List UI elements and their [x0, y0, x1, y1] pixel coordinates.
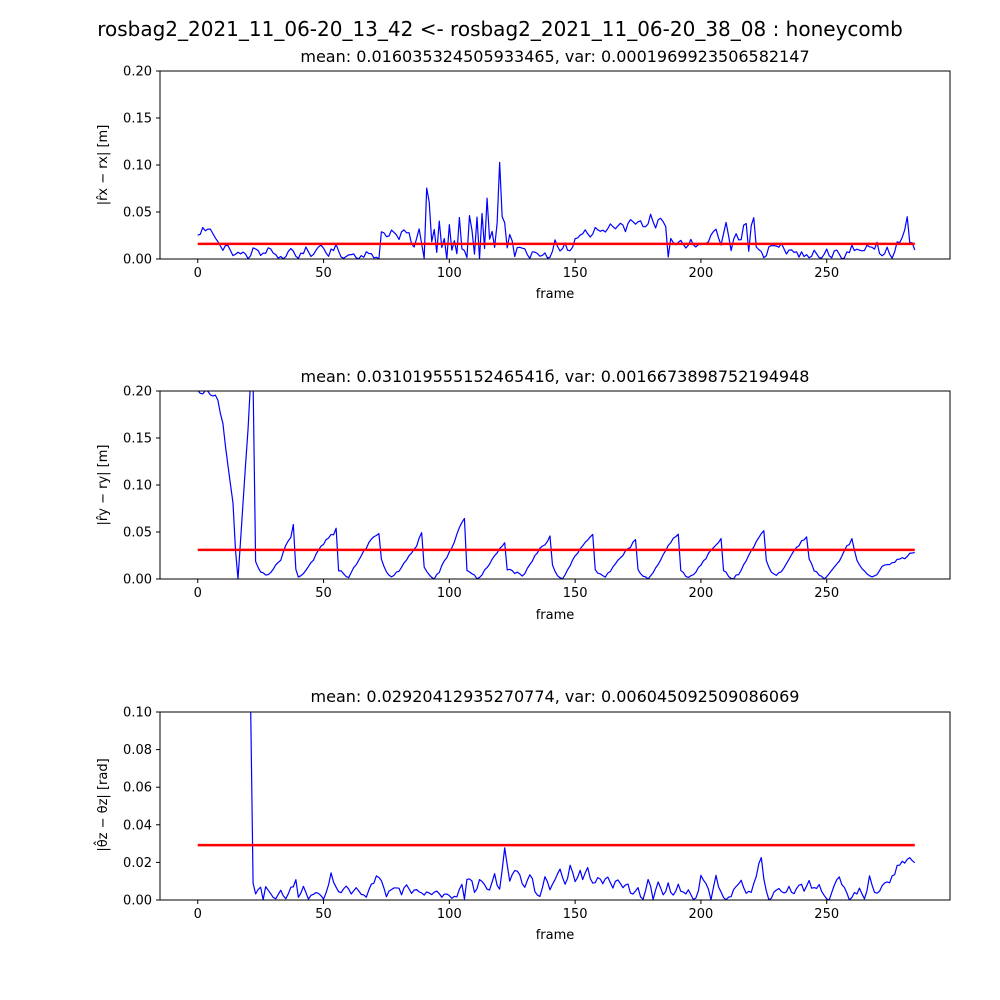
subplot-ry-axes: 0 50 100 150 200 250 0.00 0.05 0.10 0.15 0.20	[123, 385, 951, 601]
subplot-thetaz-ylabel: |θ̂z − θz| [rad]	[94, 758, 111, 851]
subplot-ry-xlabel: frame	[536, 608, 575, 623]
x-tick-label: 150	[563, 586, 588, 601]
y-tick-label: 0.02	[123, 856, 152, 871]
plot-area	[197, 391, 915, 579]
x-tick-label: 50	[315, 266, 332, 281]
x-tick-label: 200	[689, 907, 714, 922]
axes-frame	[159, 711, 951, 901]
x-tick-label: 250	[814, 586, 839, 601]
y-tick-label: 0.10	[123, 706, 152, 721]
y-tick-label: 0.20	[123, 65, 152, 80]
x-tick-label: 0	[194, 586, 202, 601]
x-tick-label: 50	[315, 907, 332, 922]
plot-area	[197, 161, 916, 259]
x-tick-label: 0	[194, 907, 202, 922]
figure-suptitle: rosbag2_2021_11_06-20_13_42 <- rosbag2_2…	[97, 17, 903, 41]
x-tick-label: 200	[689, 266, 714, 281]
x-tick-label: 250	[814, 907, 839, 922]
x-tick-label: 100	[437, 586, 462, 601]
y-tick-label: 0.05	[123, 206, 152, 221]
y-tick-label: 0.10	[123, 479, 152, 494]
x-tick-label: 150	[563, 266, 588, 281]
subplot-thetaz-title: mean: 0.02920412935270774, var: 0.006045…	[311, 687, 800, 706]
subplot-rx: mean: 0.016035324505933465, var: 0.00019…	[96, 47, 951, 302]
subplot-rx-ylabel: |r̂x − rx| [m]	[96, 125, 111, 206]
x-tick-label: 0	[194, 266, 202, 281]
y-tick-label: 0.08	[123, 743, 152, 758]
y-tick-label: 0.00	[123, 894, 152, 909]
y-tick-label: 0.04	[123, 818, 152, 833]
y-tick-label: 0.06	[123, 781, 152, 796]
y-tick-label: 0.00	[123, 573, 152, 588]
subplot-ry-ylabel: |r̂y − ry| [m]	[96, 445, 111, 526]
x-tick-label: 200	[689, 586, 714, 601]
y-tick-label: 0.15	[123, 112, 152, 127]
subplot-ry: mean: 0.03101955515246541б, var: 0.00166…	[96, 367, 951, 623]
subplot-rx-xlabel: frame	[536, 287, 575, 302]
plot-area	[197, 712, 916, 900]
subplot-thetaz: mean: 0.02920412935270774, var: 0.006045…	[94, 687, 951, 943]
y-tick-label: 0.00	[123, 253, 152, 268]
x-tick-label: 100	[437, 907, 462, 922]
subplot-rx-axes: 0 50 100 150 200 250 0.00 0.05 0.10 0.15 0.20	[123, 65, 951, 281]
x-tick-label: 100	[437, 266, 462, 281]
y-tick-label: 0.05	[123, 526, 152, 541]
y-tick-label: 0.15	[123, 432, 152, 447]
y-tick-label: 0.20	[123, 385, 152, 400]
x-tick-label: 150	[563, 907, 588, 922]
y-tick-label: 0.10	[123, 159, 152, 174]
subplot-thetaz-xlabel: frame	[536, 928, 575, 943]
axes-frame	[159, 70, 951, 260]
error-series-line	[250, 712, 916, 900]
subplot-thetaz-axes: 0 50 100 150 200 250 0.00 0.02 0.04 0.06 0.08 0.10	[123, 706, 951, 922]
x-tick-label: 250	[814, 266, 839, 281]
subplot-ry-title: mean: 0.03101955515246541б, var: 0.00166…	[301, 367, 810, 386]
subplot-rx-title: mean: 0.016035324505933465, var: 0.00019…	[300, 47, 809, 66]
x-tick-label: 50	[315, 586, 332, 601]
